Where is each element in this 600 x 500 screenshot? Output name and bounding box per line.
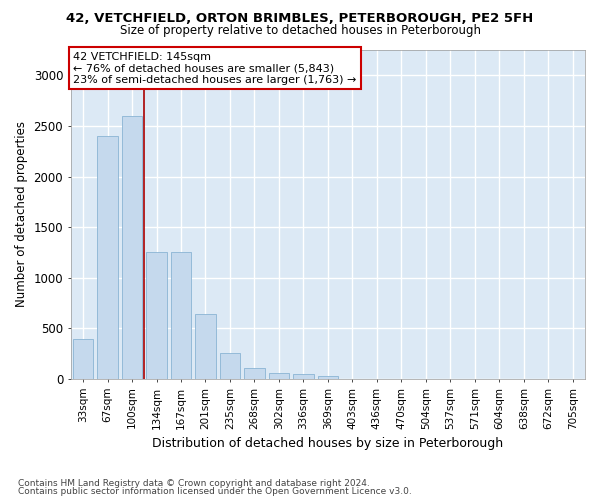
- Bar: [244, 368, 265, 379]
- Bar: [122, 116, 142, 379]
- Text: Contains public sector information licensed under the Open Government Licence v3: Contains public sector information licen…: [18, 488, 412, 496]
- Y-axis label: Number of detached properties: Number of detached properties: [15, 122, 28, 308]
- Bar: [317, 376, 338, 379]
- Bar: [97, 136, 118, 379]
- X-axis label: Distribution of detached houses by size in Peterborough: Distribution of detached houses by size …: [152, 437, 503, 450]
- Bar: [195, 314, 216, 379]
- Bar: [269, 374, 289, 379]
- Text: 42, VETCHFIELD, ORTON BRIMBLES, PETERBOROUGH, PE2 5FH: 42, VETCHFIELD, ORTON BRIMBLES, PETERBOR…: [67, 12, 533, 24]
- Text: 42 VETCHFIELD: 145sqm
← 76% of detached houses are smaller (5,843)
23% of semi-d: 42 VETCHFIELD: 145sqm ← 76% of detached …: [73, 52, 357, 85]
- Text: Contains HM Land Registry data © Crown copyright and database right 2024.: Contains HM Land Registry data © Crown c…: [18, 478, 370, 488]
- Bar: [293, 374, 314, 379]
- Bar: [220, 352, 241, 379]
- Bar: [73, 340, 94, 379]
- Text: Size of property relative to detached houses in Peterborough: Size of property relative to detached ho…: [119, 24, 481, 37]
- Bar: [146, 252, 167, 379]
- Bar: [170, 252, 191, 379]
